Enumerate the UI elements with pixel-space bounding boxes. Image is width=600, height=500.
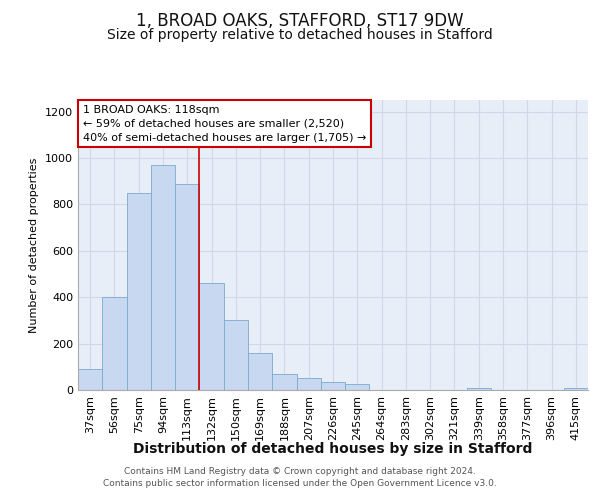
Text: 1, BROAD OAKS, STAFFORD, ST17 9DW: 1, BROAD OAKS, STAFFORD, ST17 9DW bbox=[136, 12, 464, 30]
Text: Distribution of detached houses by size in Stafford: Distribution of detached houses by size … bbox=[133, 442, 533, 456]
Bar bbox=[345, 384, 370, 390]
Bar bbox=[199, 284, 224, 390]
Bar bbox=[175, 184, 199, 390]
Bar bbox=[564, 388, 588, 390]
Text: Contains HM Land Registry data © Crown copyright and database right 2024.
Contai: Contains HM Land Registry data © Crown c… bbox=[103, 466, 497, 487]
Bar bbox=[127, 193, 151, 390]
Bar bbox=[296, 378, 321, 390]
Bar bbox=[248, 353, 272, 390]
Y-axis label: Number of detached properties: Number of detached properties bbox=[29, 158, 40, 332]
Bar bbox=[151, 165, 175, 390]
Text: Size of property relative to detached houses in Stafford: Size of property relative to detached ho… bbox=[107, 28, 493, 42]
Bar bbox=[272, 374, 296, 390]
Bar bbox=[467, 388, 491, 390]
Bar bbox=[78, 369, 102, 390]
Bar bbox=[321, 382, 345, 390]
Bar bbox=[224, 320, 248, 390]
Text: 1 BROAD OAKS: 118sqm
← 59% of detached houses are smaller (2,520)
40% of semi-de: 1 BROAD OAKS: 118sqm ← 59% of detached h… bbox=[83, 104, 366, 142]
Bar bbox=[102, 297, 127, 390]
